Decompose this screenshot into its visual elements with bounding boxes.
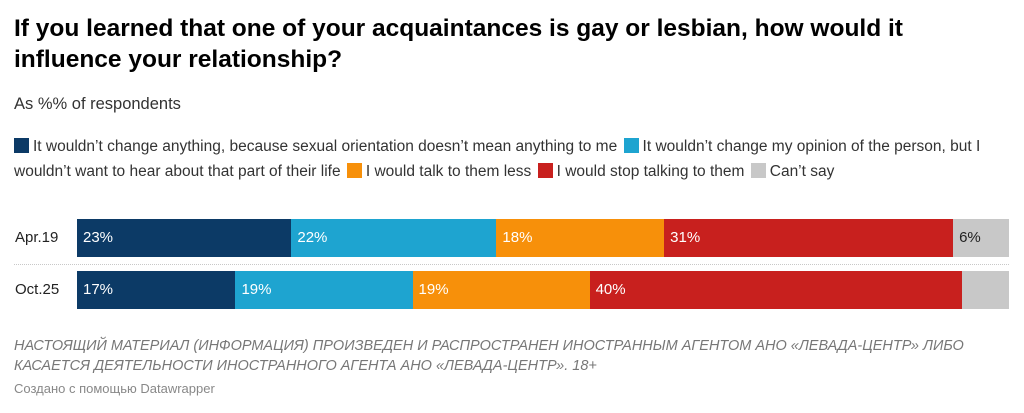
legend-label-1: It wouldn’t change anything, because sex… bbox=[33, 138, 618, 155]
chart-title: If you learned that one of your acquaint… bbox=[14, 15, 903, 73]
legend-swatch-3 bbox=[346, 163, 362, 178]
row-label: Apr.19 bbox=[15, 229, 59, 246]
datawrapper-credit: Создано с помощью Datawrapper bbox=[14, 381, 215, 396]
legend-item-5: Can’t say bbox=[750, 163, 835, 180]
data-label: 6% bbox=[959, 229, 981, 246]
legend-item-2: It wouldn’t change my opinion of the per… bbox=[14, 138, 980, 180]
legend-item-3: I would talk to them less bbox=[346, 163, 532, 180]
data-label: 23% bbox=[83, 229, 114, 246]
legend-swatch-1 bbox=[14, 138, 29, 153]
bar-segment bbox=[589, 271, 963, 309]
bar-segment bbox=[412, 271, 590, 309]
data-label: 22% bbox=[297, 229, 328, 246]
bar-segment bbox=[664, 219, 954, 257]
legend: It wouldn’t change anything, because sex… bbox=[14, 134, 999, 184]
bar-row: 17% 19% 19% 40% bbox=[77, 271, 1009, 309]
bar-segment bbox=[77, 219, 292, 257]
data-label: 19% bbox=[241, 281, 272, 298]
data-label: 17% bbox=[83, 281, 114, 298]
data-label: 19% bbox=[418, 281, 449, 298]
legend-item-4: I would stop talking to them bbox=[537, 163, 745, 180]
legend-label-4: I would stop talking to them bbox=[556, 163, 745, 180]
bar-segment bbox=[496, 219, 665, 257]
bar-segment bbox=[77, 271, 236, 309]
bar-segment bbox=[235, 271, 413, 309]
source-notes: НАСТОЯЩИЙ МАТЕРИАЛ (ИНФОРМАЦИЯ) ПРОИЗВЕД… bbox=[14, 338, 964, 374]
legend-item-1: It wouldn’t change anything, because sex… bbox=[14, 138, 617, 155]
legend-label-2: It wouldn’t change my opinion of the per… bbox=[14, 138, 981, 180]
legend-swatch-2 bbox=[623, 138, 639, 153]
chart-subtitle: As %% of respondents bbox=[14, 95, 181, 113]
legend-swatch-4 bbox=[537, 163, 553, 178]
legend-label-5: Can’t say bbox=[769, 163, 835, 180]
row-separator bbox=[14, 264, 1009, 265]
bar-segment bbox=[962, 271, 1009, 309]
bar-segment bbox=[953, 219, 1009, 257]
bar-row: 23% 22% 18% 31% 6% bbox=[77, 219, 1009, 257]
data-label: 18% bbox=[502, 229, 533, 246]
row-label: Oct.25 bbox=[15, 281, 60, 298]
legend-swatch-5 bbox=[750, 163, 766, 178]
bar-segment bbox=[291, 219, 497, 257]
data-label: 31% bbox=[670, 229, 701, 246]
legend-label-3: I would talk to them less bbox=[365, 163, 532, 180]
data-label: 40% bbox=[595, 281, 626, 298]
